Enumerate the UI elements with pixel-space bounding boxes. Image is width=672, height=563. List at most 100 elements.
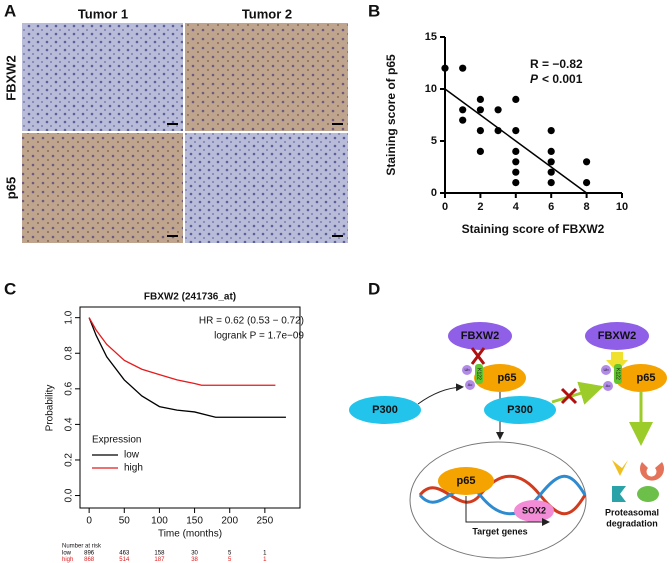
x-tick-label: 4	[513, 201, 520, 213]
annotation: R = −0.82	[530, 57, 583, 71]
node	[448, 322, 512, 350]
risk-value: 514	[119, 557, 130, 563]
point	[459, 64, 467, 72]
annotation: HR = 0.62 (0.53 − 0.72)	[199, 316, 304, 327]
node	[465, 380, 475, 390]
image	[185, 133, 348, 243]
annotation: P	[530, 72, 539, 86]
risk-value: 463	[119, 551, 130, 557]
panel-letter: A	[4, 1, 16, 20]
panel-letter: B	[368, 1, 380, 20]
legend-title: Expression	[92, 435, 141, 446]
arrow	[417, 383, 464, 405]
legend-label: high	[124, 463, 143, 474]
point	[512, 147, 520, 155]
node	[484, 396, 556, 424]
point	[583, 179, 591, 187]
node-label: Ub	[603, 367, 609, 372]
column-label: Tumor 2	[242, 6, 292, 21]
risk-label: high	[62, 557, 73, 563]
y-tick-label: 1.0	[64, 310, 75, 324]
node	[603, 381, 613, 391]
y-tick-label: 10	[425, 83, 437, 95]
fragment	[640, 462, 665, 481]
node-label: K122	[615, 368, 621, 380]
node	[475, 364, 483, 384]
chart-title: FBXW2 (241736_at)	[144, 292, 236, 303]
y-tick-label: 0	[431, 187, 437, 199]
y-tick-label: 0.0	[64, 488, 75, 502]
annotation: logrank P = 1.7e−09	[214, 331, 304, 342]
annotation: < 0.001	[542, 72, 583, 86]
node	[614, 364, 622, 384]
node	[601, 365, 611, 375]
x-axis-label: Time (months)	[158, 529, 222, 540]
y-tick-label: 0.8	[64, 346, 75, 360]
risk-value: 896	[84, 551, 95, 557]
panel-letter: D	[368, 279, 380, 298]
point	[547, 147, 555, 155]
x-tick-label: 0	[442, 201, 448, 213]
block-mark	[470, 347, 486, 365]
fragment	[612, 460, 628, 476]
risk-value: 5	[228, 551, 232, 557]
point	[547, 158, 555, 166]
node-label: Ac	[606, 383, 611, 388]
risk-value: 868	[84, 557, 95, 563]
fragment	[637, 486, 659, 502]
node	[615, 364, 667, 392]
x-tick-label: 2	[477, 201, 483, 213]
x-tick-label: 150	[186, 516, 203, 527]
risk-value: 30	[191, 551, 198, 557]
point	[476, 95, 484, 103]
node	[462, 365, 472, 375]
node-label: FBXW2	[461, 330, 500, 342]
x-tick-label: 6	[548, 201, 554, 213]
point	[476, 147, 484, 155]
point	[494, 127, 502, 135]
point	[512, 158, 520, 166]
node-label: P300	[372, 404, 398, 416]
image	[185, 23, 348, 131]
row-label: FBXW2	[3, 55, 18, 101]
point	[512, 168, 520, 176]
node	[585, 322, 649, 350]
x-tick-label: 8	[584, 201, 590, 213]
nucleus	[409, 441, 587, 559]
micrographs: Tumor 1 Tumor 2 FBXW2 p65	[3, 6, 348, 243]
point	[512, 95, 520, 103]
x-tick-label: 0	[86, 516, 92, 527]
node	[514, 500, 554, 522]
arrow	[465, 496, 550, 526]
point	[583, 158, 591, 166]
x-tick-label: 250	[257, 516, 274, 527]
row-label: p65	[3, 177, 18, 199]
fragment	[612, 486, 626, 502]
point	[441, 64, 449, 72]
node-label: SOX2	[522, 505, 546, 515]
point	[512, 179, 520, 187]
node	[438, 467, 494, 495]
y-tick-label: 0.6	[64, 381, 75, 395]
survival-curve	[88, 317, 286, 418]
x-tick-label: 100	[151, 516, 168, 527]
point	[476, 127, 484, 135]
point	[476, 106, 484, 114]
point	[512, 127, 520, 135]
node	[349, 396, 421, 424]
plot-frame	[79, 306, 301, 509]
legend-label: low	[124, 450, 140, 461]
risk-title: Number at risk	[62, 544, 102, 550]
node-label: p65	[637, 372, 656, 384]
node-label: degradation	[606, 518, 658, 528]
risk-value: 5	[228, 557, 232, 563]
node-label: p65	[498, 372, 517, 384]
point	[547, 168, 555, 176]
node-label: Target genes	[472, 526, 527, 536]
point	[459, 116, 467, 124]
panel-letter: C	[4, 279, 16, 298]
x-axis-label: Staining score of FBXW2	[462, 222, 605, 236]
fit-line	[444, 88, 588, 194]
node-label: Ub	[464, 367, 470, 372]
